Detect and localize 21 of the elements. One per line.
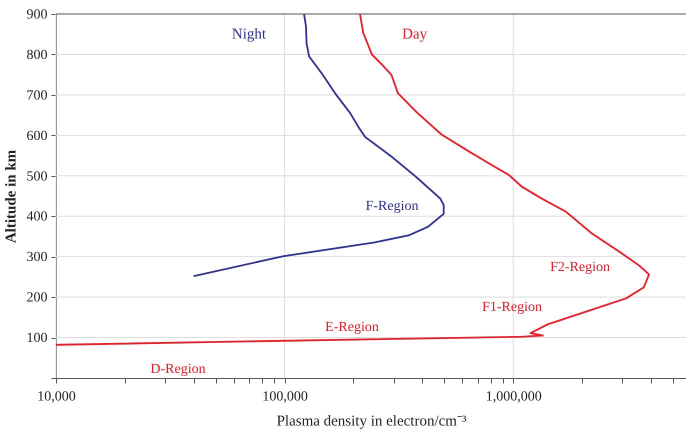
y-tick-label: 800	[26, 48, 48, 63]
y-tick-label: 500	[26, 169, 48, 184]
x-tick-label: 100,000	[262, 390, 308, 404]
x-tick-label: 1,000,000	[486, 390, 542, 404]
x-tick-label: 10,000	[37, 390, 76, 404]
text: Night	[232, 26, 267, 42]
y-tick-label: 400	[26, 210, 48, 225]
y-tick-label: 700	[26, 88, 48, 104]
y-tick-label: 900	[26, 8, 48, 22]
y-axis-title: Altitude in km	[4, 149, 20, 244]
y-tick-label: 200	[26, 290, 48, 306]
annotation: F1-Region	[482, 300, 542, 315]
annotation: F2-Region	[550, 260, 610, 275]
y-tick-label: 600	[26, 128, 48, 144]
annotation: E-Region	[325, 320, 379, 335]
y-tick-label: 300	[26, 250, 48, 266]
series-label: Day	[402, 26, 428, 42]
x-axis-title: Plasma density in electron/cm⁻³	[276, 414, 467, 430]
annotation: F-Region	[366, 199, 418, 214]
annotation: D-Region	[150, 362, 206, 377]
y-tick-label: 100	[26, 331, 48, 346]
